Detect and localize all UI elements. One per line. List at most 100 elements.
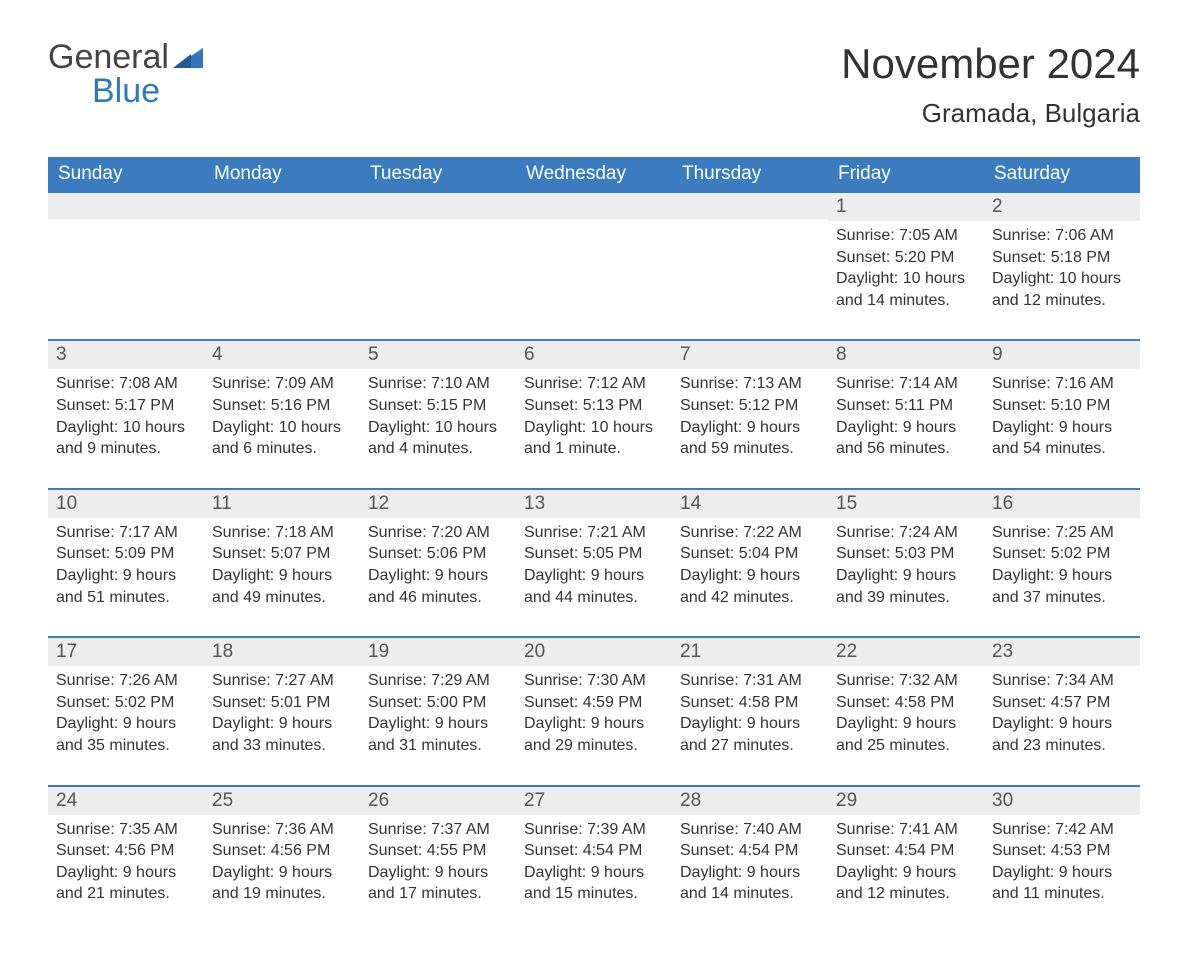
cell-body: Sunrise: 7:08 AMSunset: 5:17 PMDaylight:… (48, 369, 204, 487)
sunset-line: Sunset: 5:18 PM (992, 247, 1132, 269)
calendar-cell (204, 191, 360, 339)
cell-body: Sunrise: 7:18 AMSunset: 5:07 PMDaylight:… (204, 518, 360, 636)
cell-body-empty (516, 219, 672, 319)
sunset-line: Sunset: 4:54 PM (836, 840, 976, 862)
calendar-cell: 19Sunrise: 7:29 AMSunset: 5:00 PMDayligh… (360, 636, 516, 784)
calendar-cell: 9Sunrise: 7:16 AMSunset: 5:10 PMDaylight… (984, 339, 1140, 487)
day-number: 14 (672, 488, 828, 518)
month-title: November 2024 (841, 40, 1140, 88)
week-row: 17 Sunrise: 7:26 AMSunset: 5:02 PM Dayligh… (48, 636, 1140, 784)
sunrise-line: Sunrise: 7:36 AM (212, 819, 352, 841)
daylight-line-2: and 25 minutes. (836, 735, 976, 757)
day-number: 8 (828, 339, 984, 369)
calendar-cell: 26Sunrise: 7:37 AMSunset: 4:55 PMDayligh… (360, 785, 516, 933)
sunset-line: Sunset: 4:59 PM (524, 692, 664, 714)
day-number: 23 (984, 636, 1140, 666)
daylight-line-2: and 46 minutes. (368, 587, 508, 609)
cell-body: Sunrise: 7:17 AMSunset: 5:09 PMDaylight:… (48, 518, 204, 636)
day-number: 16 (984, 488, 1140, 518)
sunrise-line: Sunrise: 7:05 AM (836, 225, 976, 247)
sunrise-line: Sunrise: 7:37 AM (368, 819, 508, 841)
sunrise-line: Sunrise: 7:39 AM (524, 819, 664, 841)
calendar-cell: 30Sunrise: 7:42 AMSunset: 4:53 PMDayligh… (984, 785, 1140, 933)
sunrise-line: Sunrise: 7:09 AM (212, 373, 352, 395)
cell-body: Sunrise: 7:41 AMSunset: 4:54 PMDaylight:… (828, 815, 984, 933)
calendar-body: 1Sunrise: 7:05 AMSunset: 5:20 PMDaylight… (48, 191, 1140, 933)
sunset-line: Sunset: 4:54 PM (680, 840, 820, 862)
daylight-line-2: and 1 minute. (524, 438, 664, 460)
day-number: 30 (984, 785, 1140, 815)
calendar-cell: 24Sunrise: 7:35 AMSunset: 4:56 PMDayligh… (48, 785, 204, 933)
calendar-cell (48, 191, 204, 339)
calendar-cell: 17Sunrise: 7:26 AMSunset: 5:02 PMDayligh… (48, 636, 204, 784)
sunrise-line: Sunrise: 7:18 AM (212, 522, 352, 544)
sunrise-line: Sunrise: 7:26 AM (56, 670, 196, 692)
sunrise-line: Sunrise: 7:20 AM (368, 522, 508, 544)
calendar-cell: 2Sunrise: 7:06 AMSunset: 5:18 PMDaylight… (984, 191, 1140, 339)
day-number: 28 (672, 785, 828, 815)
daylight-line-1: Daylight: 9 hours (836, 713, 976, 735)
logo: General Blue (48, 40, 203, 108)
daylight-line-2: and 12 minutes. (992, 290, 1132, 312)
daylight-line-2: and 35 minutes. (56, 735, 196, 757)
calendar-table: Sunday Monday Tuesday Wednesday Thursday… (48, 157, 1140, 933)
daylight-line-2: and 19 minutes. (212, 883, 352, 905)
calendar-cell: 21Sunrise: 7:31 AMSunset: 4:58 PMDayligh… (672, 636, 828, 784)
day-number: 3 (48, 339, 204, 369)
sunset-line: Sunset: 5:05 PM (524, 543, 664, 565)
day-number: 6 (516, 339, 672, 369)
daylight-line-2: and 17 minutes. (368, 883, 508, 905)
calendar-cell: 15Sunrise: 7:24 AMSunset: 5:03 PMDayligh… (828, 488, 984, 636)
daylight-line-1: Daylight: 9 hours (524, 713, 664, 735)
page-header: General Blue November 2024 Gramada, Bulg… (48, 40, 1140, 129)
daylight-line-2: and 42 minutes. (680, 587, 820, 609)
daylight-line-2: and 31 minutes. (368, 735, 508, 757)
sunrise-line: Sunrise: 7:34 AM (992, 670, 1132, 692)
cell-body-empty (672, 219, 828, 319)
sunset-line: Sunset: 5:02 PM (56, 692, 196, 714)
daylight-line-2: and 37 minutes. (992, 587, 1132, 609)
day-number: 20 (516, 636, 672, 666)
daylight-line-2: and 15 minutes. (524, 883, 664, 905)
day-number: 27 (516, 785, 672, 815)
daylight-line-2: and 44 minutes. (524, 587, 664, 609)
calendar-cell: 29Sunrise: 7:41 AMSunset: 4:54 PMDayligh… (828, 785, 984, 933)
cell-body: Sunrise: 7:14 AMSunset: 5:11 PMDaylight:… (828, 369, 984, 487)
day-number: 18 (204, 636, 360, 666)
sunset-line: Sunset: 5:00 PM (368, 692, 508, 714)
calendar-cell (672, 191, 828, 339)
day-header: Monday (204, 157, 360, 191)
daylight-line-1: Daylight: 9 hours (680, 565, 820, 587)
cell-body: Sunrise: 7:13 AMSunset: 5:12 PMDaylight:… (672, 369, 828, 487)
daylight-line-2: and 33 minutes. (212, 735, 352, 757)
cell-body: Sunrise: 7:20 AMSunset: 5:06 PMDaylight:… (360, 518, 516, 636)
sunset-line: Sunset: 5:12 PM (680, 395, 820, 417)
daylight-line-1: Daylight: 10 hours (368, 417, 508, 439)
calendar-cell: 12Sunrise: 7:20 AMSunset: 5:06 PMDayligh… (360, 488, 516, 636)
sunrise-line: Sunrise: 7:24 AM (836, 522, 976, 544)
week-row: 10Sunrise: 7:17 AMSunset: 5:09 PMDayligh… (48, 488, 1140, 636)
day-number: 25 (204, 785, 360, 815)
day-number: 17 (48, 636, 204, 666)
daylight-line-1: Daylight: 9 hours (368, 862, 508, 884)
daylight-line-2: and 54 minutes. (992, 438, 1132, 460)
sunrise-line: Sunrise: 7:21 AM (524, 522, 664, 544)
sunrise-line: Sunrise: 7:17 AM (56, 522, 196, 544)
day-header-row: Sunday Monday Tuesday Wednesday Thursday… (48, 157, 1140, 191)
sunset-line: Sunset: 4:55 PM (368, 840, 508, 862)
daylight-line-1: Daylight: 9 hours (212, 862, 352, 884)
calendar-cell: 3Sunrise: 7:08 AMSunset: 5:17 PMDaylight… (48, 339, 204, 487)
cell-body: Sunrise: 7:35 AMSunset: 4:56 PMDaylight:… (48, 815, 204, 933)
day-number: 12 (360, 488, 516, 518)
day-number: 7 (672, 339, 828, 369)
day-header: Thursday (672, 157, 828, 191)
daylight-line-1: Daylight: 10 hours (836, 268, 976, 290)
daylight-line-1: Daylight: 9 hours (212, 713, 352, 735)
sunrise-line: Sunrise: 7:30 AM (524, 670, 664, 692)
daylight-line-2: and 23 minutes. (992, 735, 1132, 757)
day-number-empty (48, 191, 204, 219)
cell-body: Sunrise: 7:10 AMSunset: 5:15 PMDaylight:… (360, 369, 516, 487)
sunset-line: Sunset: 5:16 PM (212, 395, 352, 417)
calendar-cell: 5Sunrise: 7:10 AMSunset: 5:15 PMDaylight… (360, 339, 516, 487)
daylight-line-2: and 59 minutes. (680, 438, 820, 460)
